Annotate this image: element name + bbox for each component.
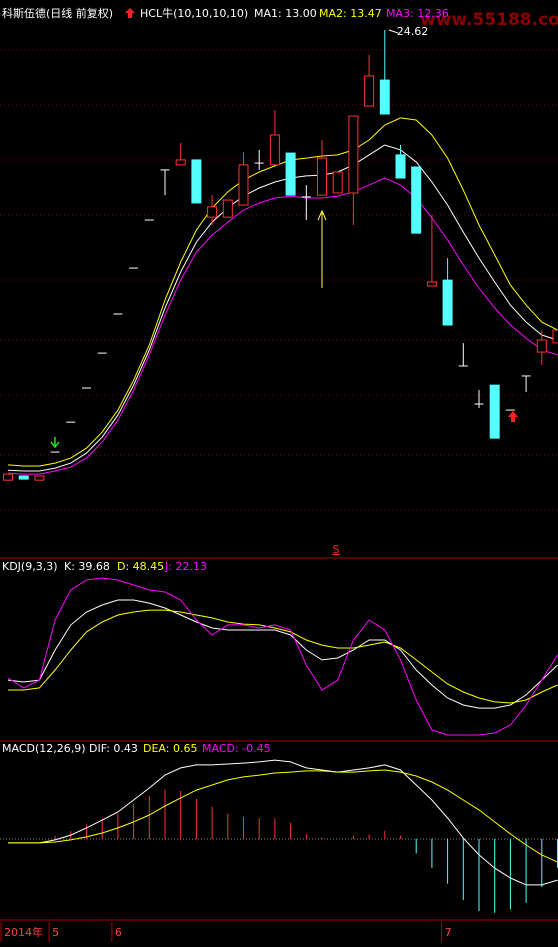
candle-body <box>348 115 359 194</box>
x-tick-label: 2014年 <box>4 925 43 939</box>
candle-body <box>34 475 45 481</box>
legend-entry: J: 22.13 <box>164 560 207 573</box>
x-tick-label: 7 <box>445 926 452 939</box>
candle-body <box>395 154 406 179</box>
candle-body <box>269 134 280 166</box>
candle-body <box>222 199 233 218</box>
candle-body <box>536 339 547 353</box>
kdj-line <box>8 609 558 704</box>
candle-body <box>3 473 13 481</box>
ma-line <box>7 117 558 467</box>
arrow-icon <box>125 8 135 18</box>
candle-body <box>238 164 249 206</box>
legend-entry: MA3: 12.36 <box>386 7 449 20</box>
candle-body <box>379 79 390 115</box>
panel-title: MACD(12,26,9) <box>2 742 86 755</box>
ma-line <box>7 144 558 472</box>
high-label: 24.62 <box>397 25 429 38</box>
ma-line <box>7 177 558 475</box>
legend-entry: K: 39.68 <box>64 560 110 573</box>
candle-body <box>442 279 453 326</box>
candle-body <box>426 281 437 287</box>
candle-body <box>332 171 343 194</box>
candle-body <box>411 166 422 234</box>
candle-body <box>489 384 500 439</box>
candle-body <box>191 159 202 204</box>
leader-line <box>388 29 399 34</box>
legend-entry: MACD: -0.45 <box>202 742 271 755</box>
candle-body <box>317 157 327 196</box>
indicator-label: HCL牛(10,10,10,10) <box>140 6 248 20</box>
x-tick-label: 6 <box>115 926 122 939</box>
kdj-line <box>7 599 558 709</box>
signal-arrow <box>317 209 327 288</box>
candle-body <box>18 475 29 480</box>
macd-line <box>8 769 558 863</box>
grid <box>0 49 558 511</box>
buy-arrow <box>50 437 60 449</box>
candle-body <box>207 206 218 218</box>
macd-line <box>8 759 558 886</box>
kdj-line <box>7 577 558 736</box>
candle-body <box>552 329 558 344</box>
legend-entry: DEA: 0.65 <box>143 742 197 755</box>
candle-body <box>175 159 186 166</box>
legend-entry: DIF: 0.43 <box>89 742 138 755</box>
x-tick-label: 5 <box>52 926 59 939</box>
legend-entry: MA2: 13.47 <box>319 7 382 20</box>
candle-body <box>285 152 296 196</box>
legend-entry: D: 48.45 <box>117 560 164 573</box>
panel-title: 科斯伍德(日线 前复权) <box>2 6 113 20</box>
signal-arrow <box>508 411 518 422</box>
candle-body <box>364 75 375 107</box>
panel-title: KDJ(9,3,3) <box>2 560 58 573</box>
legend-entry: MA1: 13.00 <box>254 7 317 20</box>
signal-label: S <box>333 543 340 556</box>
watermark: www.55188.com <box>420 10 558 30</box>
